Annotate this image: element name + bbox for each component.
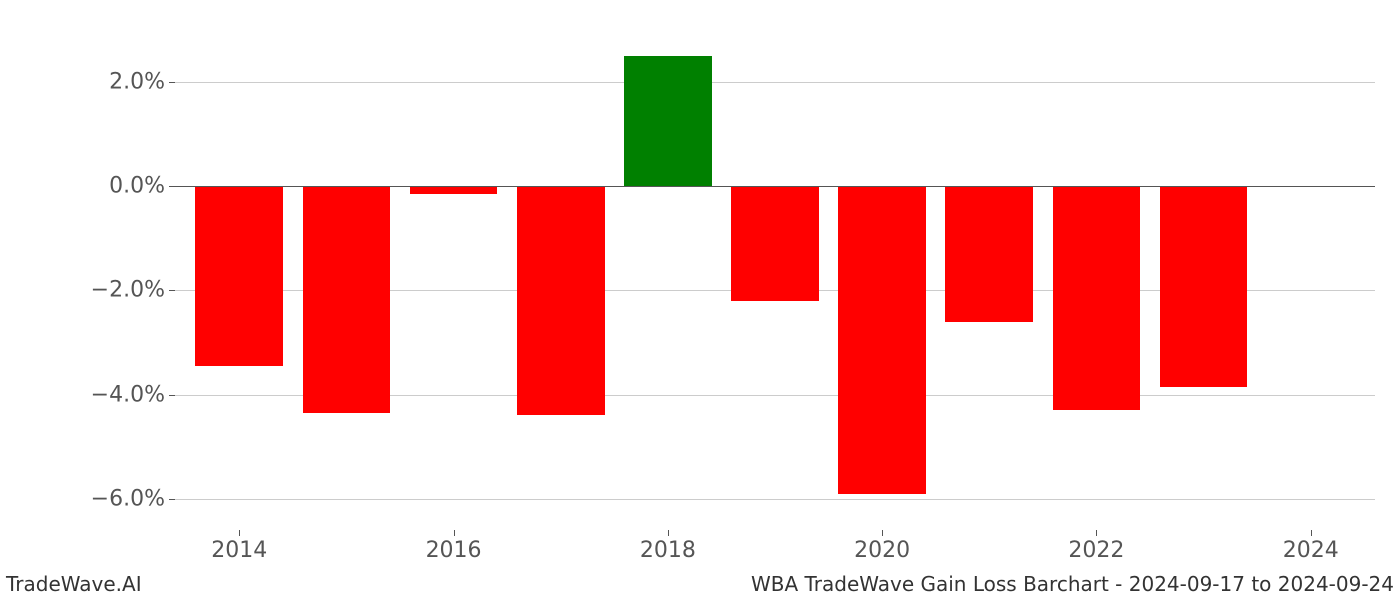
- y-tick-label: −2.0%: [91, 278, 175, 303]
- bar-2019: [731, 186, 819, 301]
- x-tick-label: 2024: [1283, 530, 1339, 563]
- x-tick-label: 2022: [1068, 530, 1124, 563]
- bar-2023: [1160, 186, 1248, 387]
- x-tick-label: 2014: [211, 530, 267, 563]
- x-tick-label: 2016: [426, 530, 482, 563]
- bar-2015: [303, 186, 391, 413]
- x-tick-label: 2020: [854, 530, 910, 563]
- watermark-left: TradeWave.AI: [6, 572, 142, 596]
- bar-2018: [624, 56, 712, 186]
- gridline-y: [175, 499, 1375, 500]
- caption-right: WBA TradeWave Gain Loss Barchart - 2024-…: [751, 572, 1394, 596]
- bar-2017: [517, 186, 605, 415]
- chart-container: −6.0% −4.0% −2.0% 0.0% 2.0% 2014 2016 2018 2020 2…: [0, 0, 1400, 600]
- gridline-y: [175, 82, 1375, 83]
- y-tick-label: −6.0%: [91, 486, 175, 511]
- bar-2016: [410, 186, 498, 194]
- bar-2014: [195, 186, 283, 366]
- plot-area: −6.0%−4.0%−2.0%0.0%2.0%20142016201820202…: [175, 30, 1375, 530]
- bar-2020: [838, 186, 926, 493]
- bar-2022: [1053, 186, 1141, 410]
- x-tick-label: 2018: [640, 530, 696, 563]
- bar-2021: [945, 186, 1033, 321]
- y-tick-label: 2.0%: [109, 70, 175, 95]
- y-tick-label: −4.0%: [91, 382, 175, 407]
- y-tick-label: 0.0%: [109, 174, 175, 199]
- zero-line: [175, 186, 1375, 187]
